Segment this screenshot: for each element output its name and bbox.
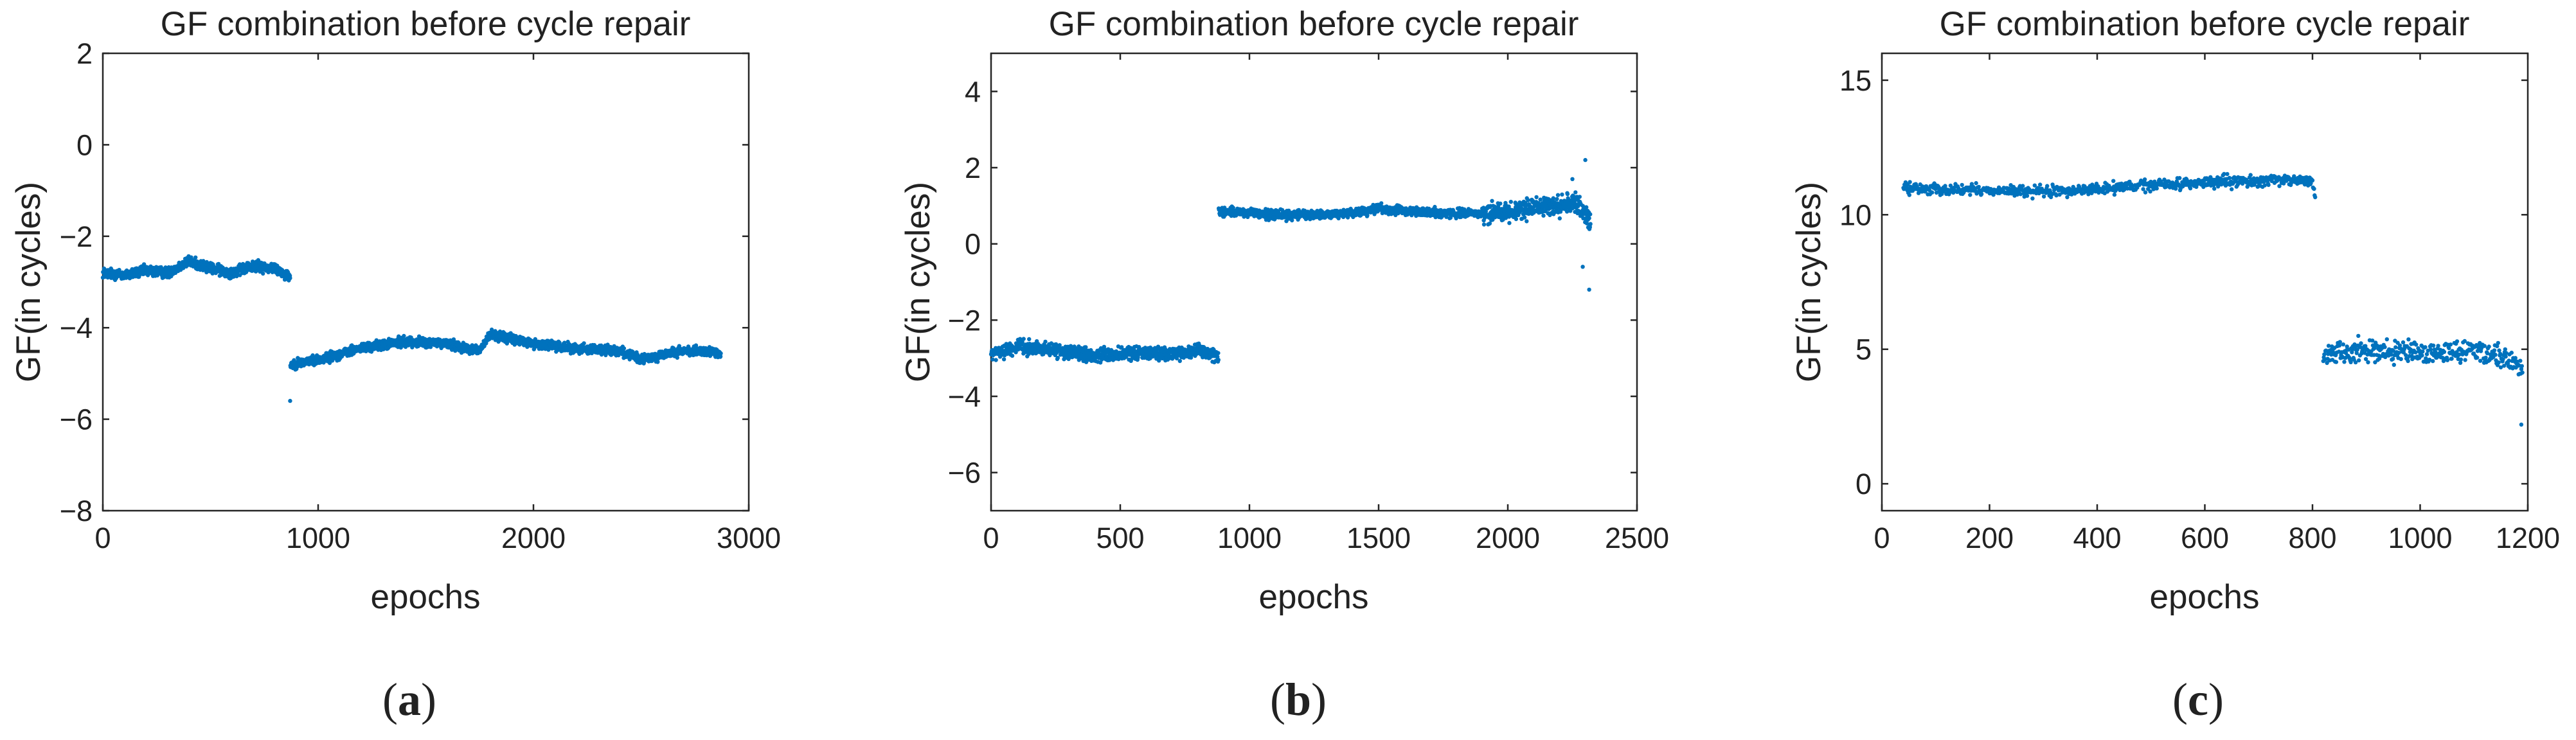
x-tick-label: 1000 (1217, 522, 1282, 554)
data-point (1498, 201, 1503, 206)
data-point (1490, 198, 1494, 203)
x-tick-label: 2500 (1605, 522, 1669, 554)
y-tick-label: 0 (76, 128, 93, 161)
data-point (1216, 351, 1221, 355)
x-tick-label: 0 (94, 522, 111, 554)
data-point (261, 271, 265, 276)
x-tick-label: 0 (983, 522, 999, 554)
data-point (994, 358, 998, 362)
data-point (141, 262, 147, 267)
data-point (582, 341, 586, 346)
y-tick-label: 4 (965, 75, 981, 108)
data-point (327, 360, 332, 366)
y-tick-label: −2 (60, 220, 93, 253)
x-tick-label: 1000 (286, 522, 350, 554)
data-point (117, 268, 121, 272)
data-point-outlier (288, 398, 292, 403)
data-point (719, 351, 723, 356)
y-tick-label: −2 (948, 304, 981, 337)
y-tick-label: −4 (60, 312, 93, 344)
data-point (1027, 337, 1032, 342)
y-tick-label: −6 (948, 457, 981, 489)
data-point (1021, 337, 1026, 341)
data-point (402, 333, 406, 339)
data-point (1522, 215, 1527, 220)
data-point (656, 360, 660, 364)
y-tick-label: −4 (948, 380, 981, 413)
data-point (1514, 216, 1519, 222)
chart-panel-a: GF combination before cycle repair 0 1000… (10, 5, 781, 725)
data-point (1010, 353, 1015, 358)
data-point (1290, 218, 1294, 223)
data-point (1525, 219, 1529, 224)
x-tick-label: 3000 (717, 522, 781, 554)
data-point (1057, 343, 1062, 348)
data-point (1508, 200, 1513, 204)
y-tick-label: −6 (60, 403, 93, 436)
panel-label-a: (a) (382, 674, 436, 725)
y-axis-label-a: GF(in cycles) (10, 182, 48, 382)
data-point (288, 276, 292, 281)
data-point (1055, 355, 1060, 360)
data-point (1001, 357, 1006, 362)
chart-panel-b: GF combination before cycle repair 0 500 1… (899, 5, 1669, 725)
x-tick-label: 2000 (501, 522, 566, 554)
x-axis-label-a: epochs (371, 578, 481, 616)
data-point (622, 346, 627, 351)
data-point (1177, 358, 1183, 364)
x-tick-label: 1500 (1346, 522, 1411, 554)
y-tick-label: 0 (965, 228, 981, 261)
chart-title-b: GF combination before cycle repair (1049, 5, 1579, 43)
data-point (1481, 222, 1487, 227)
x-tick-label: 500 (1096, 522, 1144, 554)
data-point (675, 355, 680, 360)
data-point (1507, 221, 1512, 225)
data-point (193, 255, 198, 260)
y-tick-label: 2 (76, 37, 93, 70)
data-point (330, 358, 335, 363)
data-point (1043, 339, 1048, 344)
chart-title-a: GF combination before cycle repair (161, 5, 691, 43)
x-tick-label: 2000 (1476, 522, 1540, 554)
data-point (1216, 358, 1221, 362)
y-tick-label: 2 (965, 152, 981, 184)
y-tick-label: −8 (60, 495, 93, 527)
